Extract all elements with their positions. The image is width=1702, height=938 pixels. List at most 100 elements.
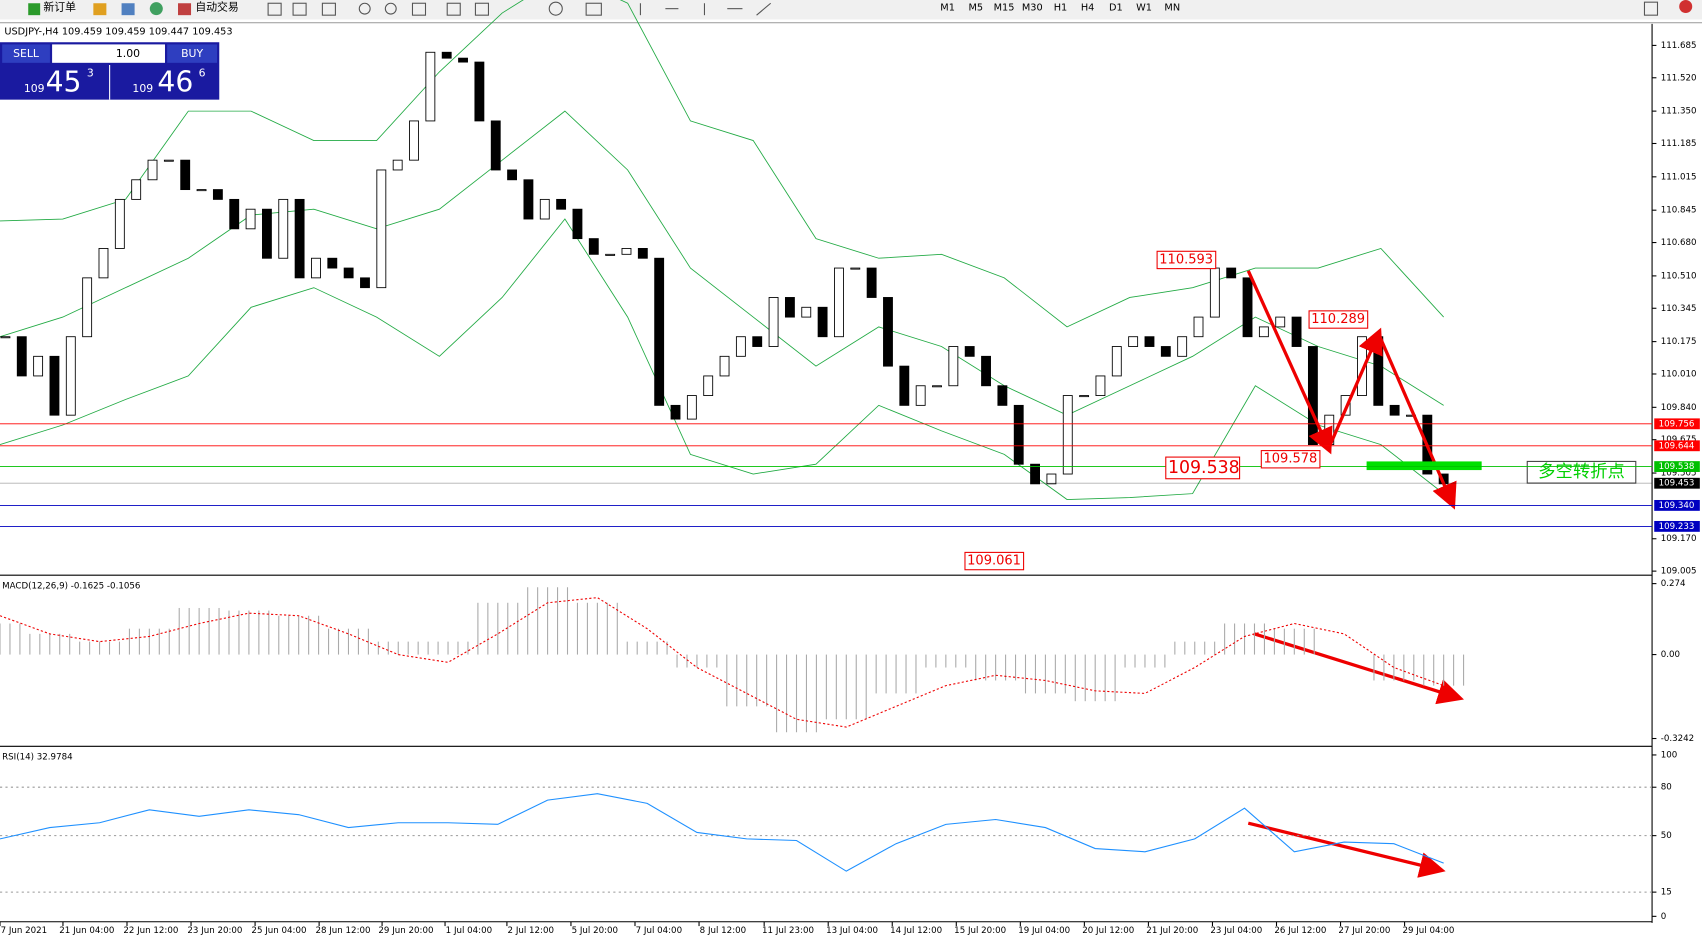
sell-price[interactable]: 45 [46,65,82,98]
x-tick-label: 11 Jul 23:00 [762,926,814,936]
tool-icon[interactable] [585,2,602,16]
timeframe[interactable]: W1 [1136,3,1152,14]
tool-icon[interactable] [474,2,489,16]
buy-label[interactable]: BUY [181,47,203,60]
y-tick-label: 0.00 [1661,650,1680,660]
candle [883,297,893,367]
x-tick-label: 23 Jul 04:00 [1210,926,1262,936]
candle [752,336,763,347]
candle [458,57,468,63]
tool-icon[interactable] [121,3,135,16]
timeframe[interactable]: MN [1164,3,1180,14]
candle [932,385,942,388]
candle [719,355,730,377]
sell-button[interactable] [2,44,50,63]
zoom-out[interactable] [384,2,397,15]
timeframe[interactable]: M5 [969,3,984,14]
timeframe[interactable]: D1 [1109,3,1123,14]
tool-icon[interactable] [93,3,107,16]
x-tick-label: 28 Jun 12:00 [315,926,370,936]
tool-icon[interactable] [411,2,427,16]
candle [915,385,926,406]
candle [539,198,550,220]
tool-icon[interactable] [446,2,461,16]
annotation-box [1156,250,1217,270]
candle [670,404,681,420]
new-order[interactable]: 新订单 [43,0,76,14]
candle [0,336,11,339]
lot-input[interactable] [52,44,165,63]
sell-prefix[interactable]: 109 [24,82,45,95]
candle [1128,336,1139,347]
candle [637,248,648,259]
x-tick-label: 29 Jun 20:00 [378,926,433,936]
level-label: 109.538 [1659,462,1695,472]
y-tick-label: 111.685 [1661,41,1697,51]
auto-trading-icon[interactable] [178,3,192,16]
candle [768,297,779,347]
auto-trading[interactable]: 自动交易 [195,0,238,14]
macd-signal [0,597,1444,728]
sell-sup[interactable]: 3 [87,67,94,80]
y-tick-label: 110.510 [1661,271,1697,281]
candle [1307,346,1318,446]
x-tick-label: 26 Jul 12:00 [1274,926,1326,936]
annotation-box [964,551,1025,571]
candle [981,355,991,387]
x-tick-label: 27 Jul 20:00 [1338,926,1390,936]
candle [441,51,452,59]
timeframe[interactable]: H4 [1081,3,1095,14]
zoom-in[interactable] [358,2,371,15]
tool-icon[interactable] [149,2,163,16]
level-label: 109.644 [1659,441,1695,451]
new-order-icon[interactable] [28,3,41,16]
timeframe[interactable]: M30 [1022,3,1043,14]
candle [474,61,485,122]
timeframe[interactable]: M15 [994,3,1015,14]
candle [735,336,746,357]
x-tick-label: 29 Jul 04:00 [1402,926,1454,936]
annotation-box [1308,310,1369,329]
trade-panel: SELL 1.00 BUY 109 45 3 109 46 6 [0,42,220,100]
timeframe[interactable]: H1 [1054,3,1068,14]
y-tick-label: 111.185 [1661,139,1697,149]
y-tick-label: 110.345 [1661,304,1697,314]
candle [163,159,174,162]
candle [147,159,158,181]
candle [311,257,321,279]
tool-icon[interactable] [321,2,336,16]
candle [834,267,844,338]
buy-button[interactable] [167,44,218,63]
y-tick-label: 80 [1661,783,1672,793]
y-tick-label: 109.170 [1661,534,1697,544]
buy-price[interactable]: 46 [157,65,193,98]
buy-sup[interactable]: 6 [199,67,206,80]
candle [703,375,714,396]
tool-icon[interactable] [292,2,307,16]
lot-value[interactable]: 1.00 [116,47,140,60]
annotation: 110.593 [1159,252,1213,267]
buy-prefix[interactable]: 109 [132,82,153,95]
candle [114,198,125,249]
y-tick-label: 0 [1661,912,1667,922]
tool-icon[interactable] [548,1,563,16]
alert-icon[interactable] [1679,0,1693,13]
candle [33,355,44,377]
candle [1030,463,1041,485]
timeframe[interactable]: M1 [940,3,955,14]
candle [866,267,877,298]
tool-icon[interactable] [267,2,282,16]
sell-label[interactable]: SELL [13,47,39,60]
tool-icon[interactable] [756,2,772,16]
turning-bar [1366,461,1482,471]
x-tick-label: 7 Jul 04:00 [636,926,682,936]
search[interactable] [1643,1,1659,16]
candle [1144,336,1155,347]
candle [801,306,812,318]
x-tick-label: 22 Jun 12:00 [123,926,178,936]
y-tick-label: 110.680 [1661,238,1697,248]
x-tick-label: 7 Jun 2021 [1,926,48,936]
x-tick-label: 20 Jul 12:00 [1082,926,1134,936]
candle [16,336,27,377]
candle [1291,316,1302,347]
